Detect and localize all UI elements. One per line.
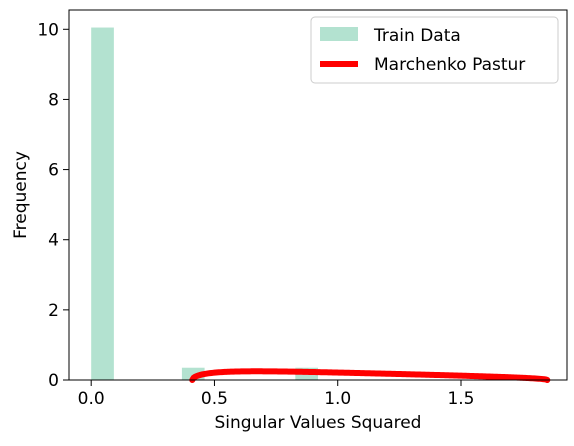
y-axis-label: Frequency xyxy=(11,151,31,239)
y-tick-label: 10 xyxy=(37,20,59,40)
plot-area-frame xyxy=(68,9,568,381)
y-tick-label: 4 xyxy=(48,231,59,251)
legend-swatch-train-data xyxy=(320,27,358,41)
marchenko-pastur-curve-layer xyxy=(189,368,551,383)
y-tick-label: 6 xyxy=(48,161,59,181)
x-tick-label: 0.0 xyxy=(78,389,105,409)
legend-label-train-data: Train Data xyxy=(373,26,461,46)
histogram-bars xyxy=(91,27,318,380)
x-tick-label: 0.5 xyxy=(201,389,228,409)
legend: Train Data Marchenko Pastur xyxy=(310,16,559,84)
histogram-bar-0 xyxy=(91,27,114,380)
y-axis: 0 2 4 6 8 10 xyxy=(37,20,69,391)
x-axis-label: Singular Values Squared xyxy=(215,413,422,433)
x-tick-label: 1.5 xyxy=(447,389,474,409)
y-tick-label: 2 xyxy=(48,301,59,321)
y-tick-label: 0 xyxy=(48,371,59,391)
y-tick-label: 8 xyxy=(48,90,59,110)
legend-box xyxy=(310,16,559,84)
legend-label-marchenko-pastur: Marchenko Pastur xyxy=(374,55,525,75)
x-axis: 0.0 0.5 1.0 1.5 xyxy=(78,380,475,409)
marchenko-pastur-curve xyxy=(189,368,551,383)
x-tick-label: 1.0 xyxy=(324,389,351,409)
